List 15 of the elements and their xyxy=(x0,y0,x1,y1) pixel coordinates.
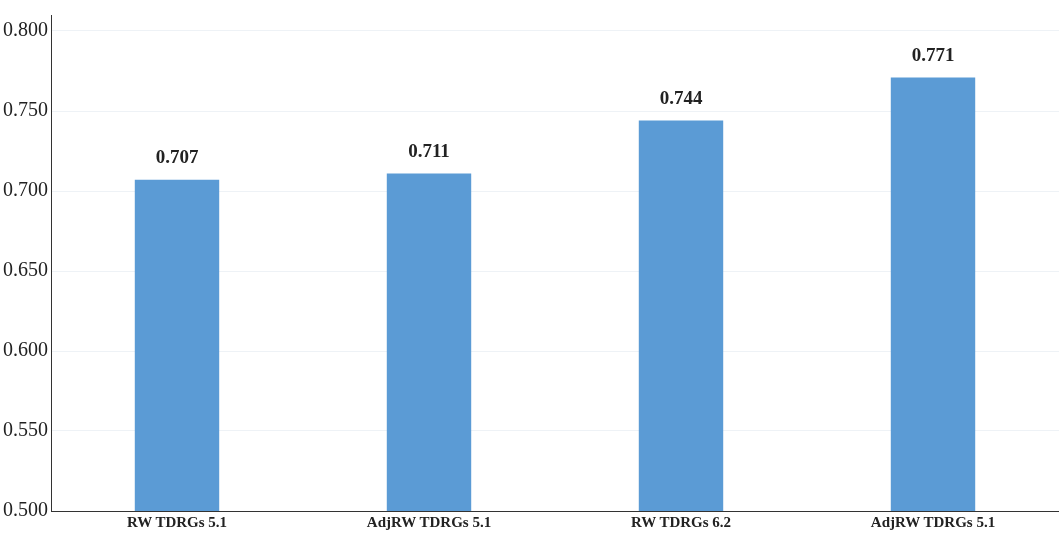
y-tick-label: 0.650 xyxy=(3,258,48,281)
y-tick-label: 0.800 xyxy=(3,18,48,41)
x-tick-label: AdjRW TDRGs 5.1 xyxy=(870,513,996,530)
data-label: 0.711 xyxy=(408,139,450,161)
data-label: 0.707 xyxy=(155,146,199,168)
y-tick-label: 0.750 xyxy=(3,98,48,121)
y-tick-label: 0.500 xyxy=(3,498,48,521)
y-tick-label: 0.600 xyxy=(3,338,48,361)
y-tick-label: 0.550 xyxy=(3,418,48,441)
x-tick-label: RW TDRGs 6.2 xyxy=(630,513,732,530)
y-tick-label: 0.700 xyxy=(3,178,48,201)
x-tick-label: RW TDRGs 5.1 xyxy=(126,513,228,530)
data-label: 0.771 xyxy=(911,43,955,65)
x-tick-label: AdjRW TDRGs 5.1 xyxy=(366,513,492,530)
data-label: 0.744 xyxy=(659,87,703,109)
